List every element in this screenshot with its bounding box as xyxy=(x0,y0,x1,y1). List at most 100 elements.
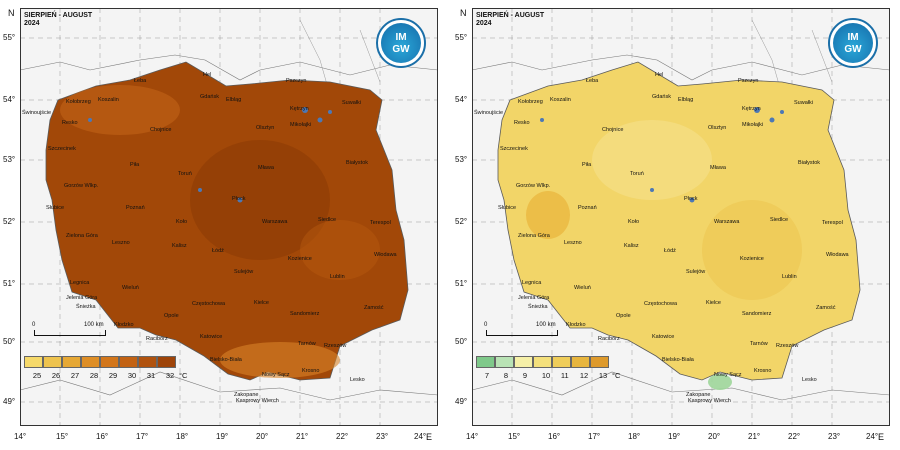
city-label: Elbląg xyxy=(678,97,694,103)
poland-temperature-map xyxy=(497,61,861,381)
city-label: Katowice xyxy=(652,334,675,340)
legend-tick-label: 29 xyxy=(108,371,118,380)
temperature-patch-1 xyxy=(526,191,570,239)
city-label: Poznań xyxy=(578,205,597,211)
city-label: Gdańsk xyxy=(200,94,219,100)
city-label: Kasprowy Wierch xyxy=(236,398,279,404)
latitude-label: 55° xyxy=(455,33,468,42)
map-canvas xyxy=(471,8,891,426)
city-label: Łeba xyxy=(586,78,599,84)
city-label: Leszno xyxy=(112,240,130,246)
east-label: E xyxy=(426,432,433,442)
city-label: Leszno xyxy=(564,240,582,246)
longitude-label: 20° xyxy=(256,432,269,441)
city-label: Zakopane xyxy=(686,392,711,398)
city-label: Kasprowy Wierch xyxy=(688,398,731,404)
longitude-label: 14° xyxy=(14,432,27,441)
temperature-patch-2 xyxy=(592,120,712,200)
city-label: Piła xyxy=(582,162,592,168)
city-label: Łódź xyxy=(664,248,676,254)
city-label: Poznań xyxy=(126,205,145,211)
legend-swatch xyxy=(62,356,81,368)
latitude-label: 50° xyxy=(3,337,16,346)
longitude-label: 16° xyxy=(548,432,561,441)
city-label: Piła xyxy=(130,162,140,168)
city-label: Suwałki xyxy=(342,100,361,106)
legend-tick-label: 7 xyxy=(484,371,490,380)
city-label: Siedlce xyxy=(318,217,337,223)
latitude-label: 52° xyxy=(3,217,16,226)
legend-swatch xyxy=(590,356,609,368)
latitude-label: 51° xyxy=(3,279,16,288)
legend-swatch xyxy=(43,356,62,368)
map-frame xyxy=(20,8,438,426)
longitude-label: 21° xyxy=(748,432,761,441)
city-label: Lublin xyxy=(330,274,345,280)
city-label: Wieluń xyxy=(122,285,139,291)
city-label: Resko xyxy=(62,120,78,126)
city-label: Legnica xyxy=(522,280,542,286)
city-label: Resko xyxy=(514,120,530,126)
temperature-patch-3 xyxy=(220,342,340,378)
city-label: Pszczyn xyxy=(738,78,759,84)
city-label: Gdańsk xyxy=(652,94,671,100)
longitude-label: 19° xyxy=(216,432,229,441)
imgw-logo: IM GW xyxy=(376,18,426,68)
city-label: Opole xyxy=(164,313,179,319)
legend-swatch xyxy=(533,356,552,368)
city-label: Lesko xyxy=(350,377,365,383)
city-label: Łódź xyxy=(212,248,224,254)
legend-tick-label: 30 xyxy=(127,371,137,380)
city-label: Lesko xyxy=(802,377,817,383)
city-label: Mława xyxy=(710,165,726,171)
legend-tick-label: 27 xyxy=(70,371,80,380)
longitude-label: 14° xyxy=(466,432,479,441)
legend-tick-label: 8 xyxy=(503,371,509,380)
temperature-patch-4 xyxy=(708,374,732,390)
longitude-label: 24° xyxy=(414,432,427,441)
latitude-label: 51° xyxy=(455,279,468,288)
legend-unit: °C xyxy=(179,371,188,380)
city-label: Częstochowa xyxy=(644,301,678,307)
title-year: 2024 xyxy=(476,20,492,27)
latitude-label: 53° xyxy=(455,155,468,164)
legend-swatch xyxy=(100,356,119,368)
city-label: Słubice xyxy=(46,205,65,211)
city-label: Koło xyxy=(628,219,640,225)
city-label: Koło xyxy=(176,219,188,225)
city-label: Kielce xyxy=(254,300,269,306)
legend-tick-label: 11 xyxy=(560,371,569,380)
city-label: Zamość xyxy=(816,305,836,311)
north-label: N xyxy=(460,8,467,18)
longitude-label: 23° xyxy=(828,432,841,441)
legend-tick-label: 13 xyxy=(598,371,608,380)
city-label: Kętrzyn xyxy=(290,106,309,112)
city-label: Płock xyxy=(232,196,246,202)
north-label: N xyxy=(8,8,15,18)
min-temperature-panel: SIERPIEŃ - AUGUST 2024 IM GW N E 55° 54° 5… xyxy=(452,0,900,450)
longitude-label: 15° xyxy=(56,432,69,441)
city-label: Śnieżka xyxy=(528,304,548,310)
city-label: Jelenia Góra xyxy=(66,295,98,301)
lakes xyxy=(540,107,784,203)
city-label: Mława xyxy=(258,165,274,171)
temperature-patch-2 xyxy=(60,85,180,135)
city-label: Olsztyn xyxy=(708,125,727,131)
city-label: Legnica xyxy=(70,280,90,286)
legend-tick-label: 12 xyxy=(579,371,589,380)
legend-tick-label: 31 xyxy=(146,371,156,380)
legend-swatch xyxy=(552,356,571,368)
city-label: Włodawa xyxy=(374,252,397,258)
city-label: Kielce xyxy=(706,300,721,306)
longitude-label: 23° xyxy=(376,432,389,441)
city-label: Białystok xyxy=(346,160,369,166)
city-label: Jelenia Góra xyxy=(518,295,550,301)
city-label: Kołobrzeg xyxy=(518,99,543,105)
city-label: Hel xyxy=(203,72,212,78)
city-label: Racibórz xyxy=(146,336,168,342)
longitude-label: 18° xyxy=(628,432,641,441)
city-label: Łeba xyxy=(134,78,147,84)
map-frame xyxy=(472,8,890,426)
city-label: Zielona Góra xyxy=(518,233,550,239)
longitude-label: 20° xyxy=(708,432,721,441)
